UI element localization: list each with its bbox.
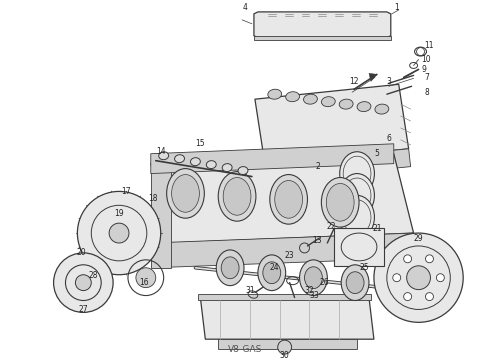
Ellipse shape	[303, 94, 318, 104]
Ellipse shape	[340, 152, 374, 195]
Ellipse shape	[286, 92, 299, 102]
Circle shape	[53, 253, 113, 312]
Text: 17: 17	[121, 187, 131, 196]
Polygon shape	[218, 339, 357, 349]
Ellipse shape	[375, 104, 389, 114]
Circle shape	[374, 233, 463, 322]
Text: 12: 12	[349, 77, 359, 86]
Circle shape	[404, 255, 412, 263]
Ellipse shape	[357, 102, 371, 112]
Text: 21: 21	[372, 224, 382, 233]
Polygon shape	[151, 154, 171, 268]
Polygon shape	[255, 149, 411, 181]
Text: 13: 13	[313, 235, 322, 244]
Ellipse shape	[159, 152, 169, 160]
Circle shape	[425, 255, 434, 263]
Text: 3: 3	[387, 77, 391, 86]
Ellipse shape	[222, 164, 232, 172]
Ellipse shape	[174, 155, 185, 163]
Ellipse shape	[270, 175, 308, 224]
Polygon shape	[334, 228, 384, 266]
Circle shape	[437, 274, 444, 282]
Text: 4: 4	[243, 4, 247, 13]
Text: 18: 18	[148, 194, 157, 203]
Text: 11: 11	[424, 41, 433, 50]
Polygon shape	[254, 36, 391, 40]
Polygon shape	[151, 144, 394, 174]
Text: 6: 6	[387, 134, 391, 143]
Text: 22: 22	[326, 222, 336, 231]
Ellipse shape	[218, 172, 256, 221]
Text: 28: 28	[89, 271, 98, 280]
Ellipse shape	[223, 177, 251, 215]
Text: 10: 10	[422, 55, 431, 64]
Circle shape	[393, 274, 401, 282]
Text: 27: 27	[78, 305, 88, 314]
Ellipse shape	[341, 265, 369, 301]
Ellipse shape	[304, 267, 322, 289]
Text: V8-GAS: V8-GAS	[228, 345, 262, 354]
Circle shape	[109, 223, 129, 243]
Polygon shape	[255, 84, 409, 164]
Text: 16: 16	[139, 278, 148, 287]
Text: 14: 14	[156, 147, 166, 156]
Ellipse shape	[167, 168, 204, 218]
Polygon shape	[151, 233, 416, 268]
Ellipse shape	[268, 89, 282, 99]
Ellipse shape	[340, 174, 374, 217]
Ellipse shape	[346, 272, 364, 293]
Ellipse shape	[263, 262, 281, 284]
Circle shape	[425, 293, 434, 301]
Text: 2: 2	[315, 162, 320, 171]
Ellipse shape	[258, 255, 286, 291]
Circle shape	[75, 275, 91, 291]
Polygon shape	[198, 293, 371, 300]
Text: 15: 15	[196, 139, 205, 148]
Text: 32: 32	[305, 286, 314, 295]
Ellipse shape	[321, 97, 335, 107]
Ellipse shape	[216, 250, 244, 285]
Text: 25: 25	[359, 263, 369, 272]
Circle shape	[136, 268, 156, 288]
Ellipse shape	[191, 158, 200, 166]
Text: 5: 5	[374, 149, 379, 158]
Text: 29: 29	[414, 234, 423, 243]
Ellipse shape	[340, 195, 374, 239]
Polygon shape	[369, 73, 377, 81]
Text: 30: 30	[280, 351, 290, 360]
Ellipse shape	[238, 167, 248, 175]
Circle shape	[278, 340, 292, 354]
Ellipse shape	[321, 177, 359, 227]
Ellipse shape	[221, 257, 239, 279]
Ellipse shape	[275, 180, 302, 218]
Ellipse shape	[339, 99, 353, 109]
Text: 7: 7	[424, 73, 429, 82]
Polygon shape	[254, 12, 391, 38]
Ellipse shape	[206, 161, 216, 168]
Ellipse shape	[172, 175, 199, 212]
Text: 23: 23	[285, 251, 294, 260]
Text: 24: 24	[270, 263, 280, 272]
Ellipse shape	[299, 260, 327, 296]
Text: 26: 26	[319, 278, 329, 287]
Text: 9: 9	[421, 65, 426, 74]
Text: 19: 19	[114, 209, 124, 218]
Ellipse shape	[326, 184, 354, 221]
Text: 33: 33	[310, 291, 319, 300]
Text: 8: 8	[424, 88, 429, 97]
Text: 20: 20	[76, 248, 86, 257]
Circle shape	[77, 192, 161, 275]
Polygon shape	[151, 154, 414, 243]
Circle shape	[407, 266, 430, 289]
Circle shape	[404, 293, 412, 301]
Polygon shape	[200, 297, 374, 339]
Text: 1: 1	[394, 4, 399, 13]
Text: 31: 31	[245, 286, 255, 295]
